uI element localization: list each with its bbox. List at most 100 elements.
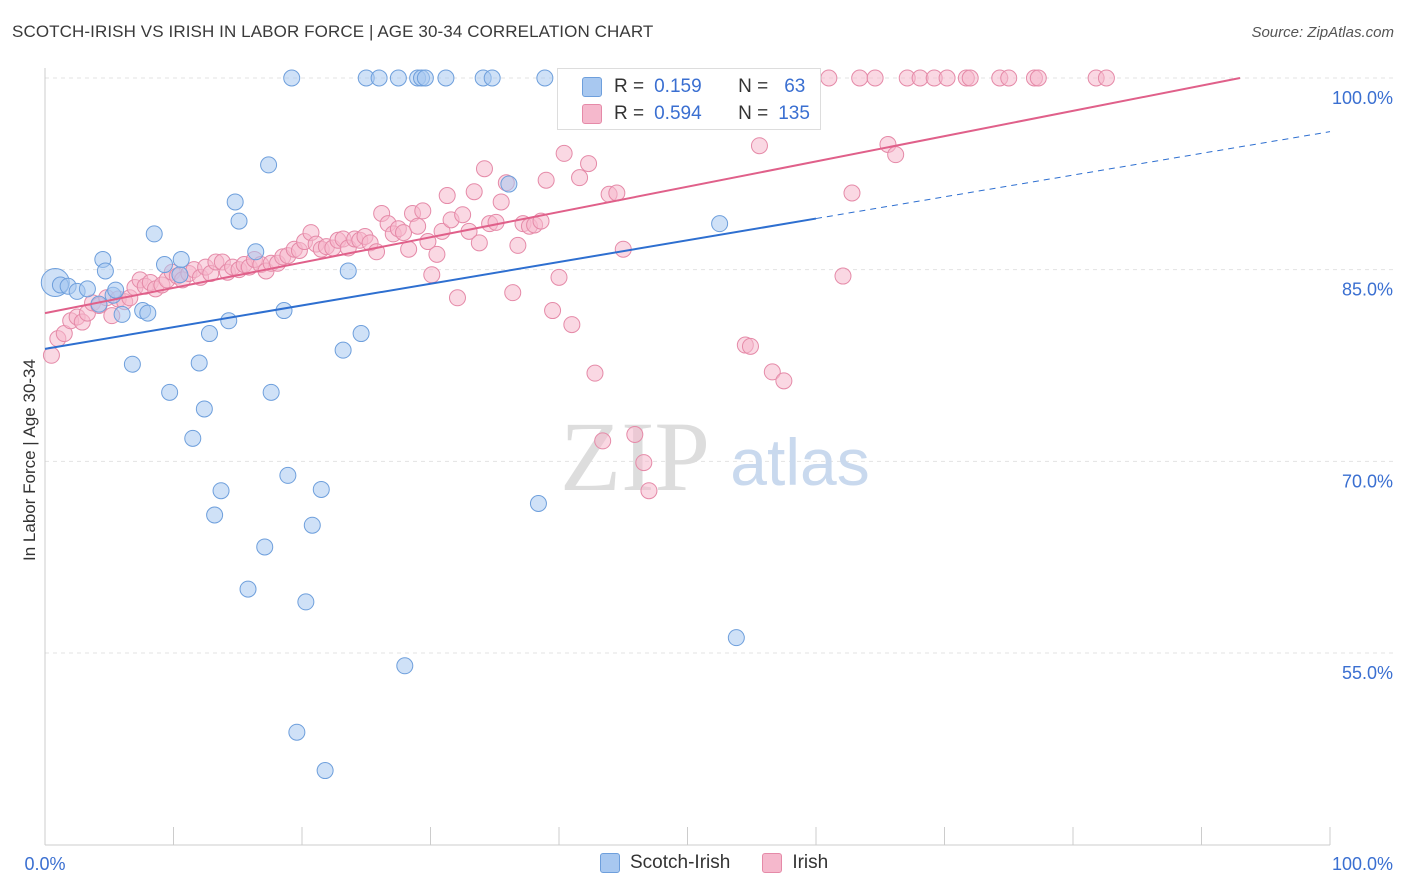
- irish-point: [961, 69, 979, 87]
- scotch-irish-point: [123, 355, 141, 373]
- watermark: ZIP atlas: [560, 401, 870, 512]
- irish-point: [1029, 69, 1047, 87]
- irish-point: [454, 206, 472, 224]
- irish-point: [594, 432, 612, 450]
- irish-point: [938, 69, 956, 87]
- irish-point: [537, 171, 555, 189]
- gridlines: [45, 77, 1395, 654]
- n-value: 135: [778, 103, 810, 124]
- scotch-irish-points: [40, 69, 745, 780]
- scotch-irish-point: [161, 383, 179, 401]
- scotch-irish-point: [279, 466, 297, 484]
- y-tick-label: 85.0%: [1342, 280, 1393, 300]
- scotch-irish-trend-extension: [815, 131, 1331, 220]
- x-tick-label-max: 100.0%: [1332, 854, 1393, 874]
- scotch-irish-point: [288, 723, 306, 741]
- r-label: R =: [614, 76, 645, 97]
- irish-point: [820, 69, 838, 87]
- stats-row-scotch-irish: R = 0.159 N = 63: [558, 73, 805, 101]
- scotch-irish-point: [190, 354, 208, 372]
- scotch-irish-point: [339, 262, 357, 280]
- irish-point: [586, 364, 604, 382]
- scotch-irish-point: [727, 629, 745, 647]
- legend-item-scotch-irish[interactable]: Scotch-Irish: [600, 852, 730, 874]
- irish-point: [428, 245, 446, 263]
- scotch-irish-point: [316, 762, 334, 780]
- y-axis-label: In Labor Force | Age 30-34: [20, 359, 39, 561]
- bottom-legend: Scotch-Irish Irish: [600, 852, 850, 874]
- n-value: 63: [784, 76, 806, 97]
- axes: [44, 68, 1331, 846]
- scotch-irish-point: [96, 262, 114, 280]
- scotch-irish-point: [156, 256, 174, 274]
- irish-point: [563, 316, 581, 334]
- scotch-irish-point: [334, 341, 352, 359]
- scotch-irish-point: [200, 325, 218, 343]
- scotch-irish-point: [172, 250, 190, 268]
- irish-points: [42, 69, 1115, 500]
- r-value: 0.159: [654, 76, 702, 97]
- irish-point: [414, 202, 432, 220]
- source-label: Source: ZipAtlas.com: [1251, 24, 1394, 41]
- scotch-irish-point: [483, 69, 501, 87]
- irish-point: [544, 302, 562, 320]
- n-label: N =: [738, 76, 769, 97]
- r-value: 0.594: [654, 103, 702, 124]
- irish-point: [887, 146, 905, 164]
- scotch-irish-point: [184, 429, 202, 447]
- scotch-irish-point: [389, 69, 407, 87]
- scotch-irish-swatch: [600, 853, 620, 873]
- scotch-irish-swatch: [582, 77, 602, 97]
- irish-point: [580, 155, 598, 173]
- scotch-irish-point: [396, 657, 414, 675]
- stats-row-irish: R = 0.594 N = 135: [558, 100, 810, 128]
- irish-point: [509, 236, 527, 254]
- scotch-irish-point: [113, 305, 131, 323]
- watermark-atlas: atlas: [730, 425, 869, 499]
- n-label: N =: [738, 103, 769, 124]
- irish-point: [438, 187, 456, 205]
- stats-legend: R = 0.159 N = 63 R = 0.594 N = 135: [557, 68, 821, 130]
- r-label: R =: [614, 103, 645, 124]
- irish-point: [409, 217, 427, 235]
- y-tick-label: 55.0%: [1342, 663, 1393, 683]
- y-tick-label: 100.0%: [1332, 88, 1393, 108]
- irish-point: [750, 137, 768, 155]
- irish-point: [626, 426, 644, 443]
- irish-point: [1000, 69, 1018, 87]
- scotch-irish-point: [212, 482, 230, 500]
- scotch-irish-point: [230, 212, 248, 230]
- irish-point: [866, 69, 884, 87]
- scotch-irish-point: [226, 193, 244, 211]
- scotch-irish-point: [500, 175, 518, 193]
- scotch-irish-point: [220, 312, 238, 330]
- irish-point: [741, 337, 759, 355]
- scotch-irish-point: [312, 480, 330, 498]
- irish-point: [571, 169, 589, 187]
- scotch-irish-point: [107, 281, 125, 299]
- legend-label: Scotch-Irish: [630, 852, 731, 873]
- scotch-irish-point: [370, 69, 388, 87]
- scotch-irish-point: [711, 215, 729, 233]
- irish-swatch: [762, 853, 783, 873]
- scotch-irish-point: [260, 156, 278, 174]
- irish-swatch: [582, 104, 602, 124]
- scotch-irish-point: [256, 538, 274, 556]
- watermark-zip: ZIP: [560, 401, 710, 512]
- y-tick-label: 70.0%: [1342, 471, 1393, 491]
- irish-point: [423, 266, 441, 284]
- scotch-irish-point: [206, 506, 224, 524]
- scotch-irish-point: [303, 516, 321, 534]
- scotch-irish-point: [352, 325, 370, 343]
- irish-point: [492, 193, 510, 211]
- scotch-irish-point: [247, 243, 265, 261]
- legend-item-irish[interactable]: Irish: [762, 852, 828, 874]
- tick-labels: 55.0% 70.0% 85.0% 100.0% 0.0% 100.0%: [24, 88, 1393, 874]
- irish-point: [640, 482, 658, 500]
- scotch-irish-point: [78, 280, 96, 298]
- irish-point: [448, 289, 466, 307]
- scotch-irish-point: [195, 400, 213, 418]
- irish-point: [555, 144, 573, 162]
- scotch-irish-trend-line: [44, 217, 817, 350]
